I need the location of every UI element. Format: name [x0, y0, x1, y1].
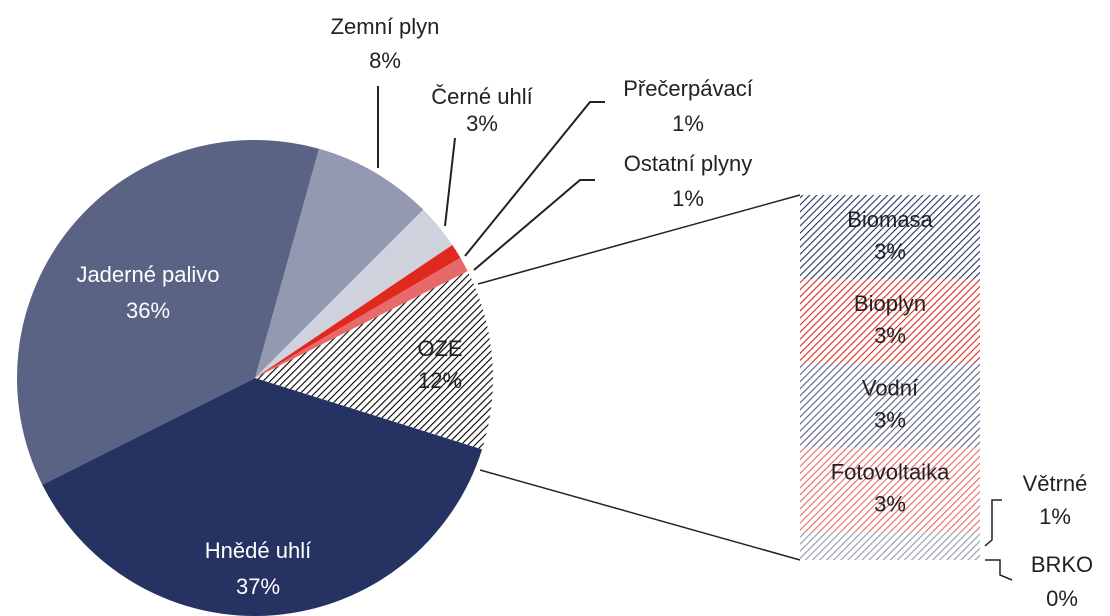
connector-line	[477, 194, 801, 285]
segment-value-label: 1%	[1039, 504, 1071, 529]
slice-label: Jaderné palivo	[76, 262, 219, 287]
pie-slice	[255, 244, 461, 378]
segment-label: Větrné	[1023, 471, 1088, 496]
segment-value-label: 3%	[874, 492, 906, 517]
slice-label: Zemní plyn	[331, 14, 440, 39]
pie-slice	[255, 271, 493, 450]
slice-value-label: 37%	[236, 574, 280, 599]
slice-label: Ostatní plyny	[624, 151, 752, 176]
slice-label: Černé uhlí	[431, 84, 533, 109]
segment-label: Biomasa	[847, 207, 933, 232]
segment-value-label: 3%	[874, 323, 906, 348]
slice-value-label: 12%	[418, 368, 462, 393]
bar-segment	[800, 447, 980, 532]
segment-value-label: 3%	[874, 407, 906, 432]
leader-line	[985, 559, 1013, 581]
leader-line	[464, 101, 605, 257]
connector-line	[479, 469, 801, 561]
segment-label: Vodní	[862, 375, 918, 400]
bar-segment	[800, 363, 980, 448]
pie-slice	[16, 139, 320, 485]
slice-value-label: 1%	[672, 111, 704, 136]
leader-line	[444, 137, 456, 227]
slice-label: Přečerpávací	[623, 76, 753, 101]
bar-segment	[800, 279, 980, 364]
segment-label: Bioplyn	[854, 291, 926, 316]
segment-label: BRKO	[1031, 552, 1093, 577]
slice-value-label: 3%	[466, 111, 498, 136]
leader-line	[984, 499, 1002, 547]
bar-segment	[800, 195, 980, 280]
segment-value-label: 0%	[1046, 586, 1078, 611]
slice-value-label: 1%	[672, 186, 704, 211]
leader-line	[473, 179, 595, 271]
slice-label: OZE	[417, 336, 462, 361]
pie-slice	[255, 148, 424, 378]
slice-label: Hnědé uhlí	[205, 538, 311, 563]
slice-value-label: 36%	[126, 298, 170, 323]
pie-slice	[42, 378, 483, 616]
bar-segment	[800, 531, 980, 560]
segment-label: Fotovoltaika	[831, 460, 950, 485]
pie-slice	[255, 209, 453, 378]
segment-value-label: 3%	[874, 239, 906, 264]
pie-slice	[255, 257, 468, 378]
slice-value-label: 8%	[369, 48, 401, 73]
